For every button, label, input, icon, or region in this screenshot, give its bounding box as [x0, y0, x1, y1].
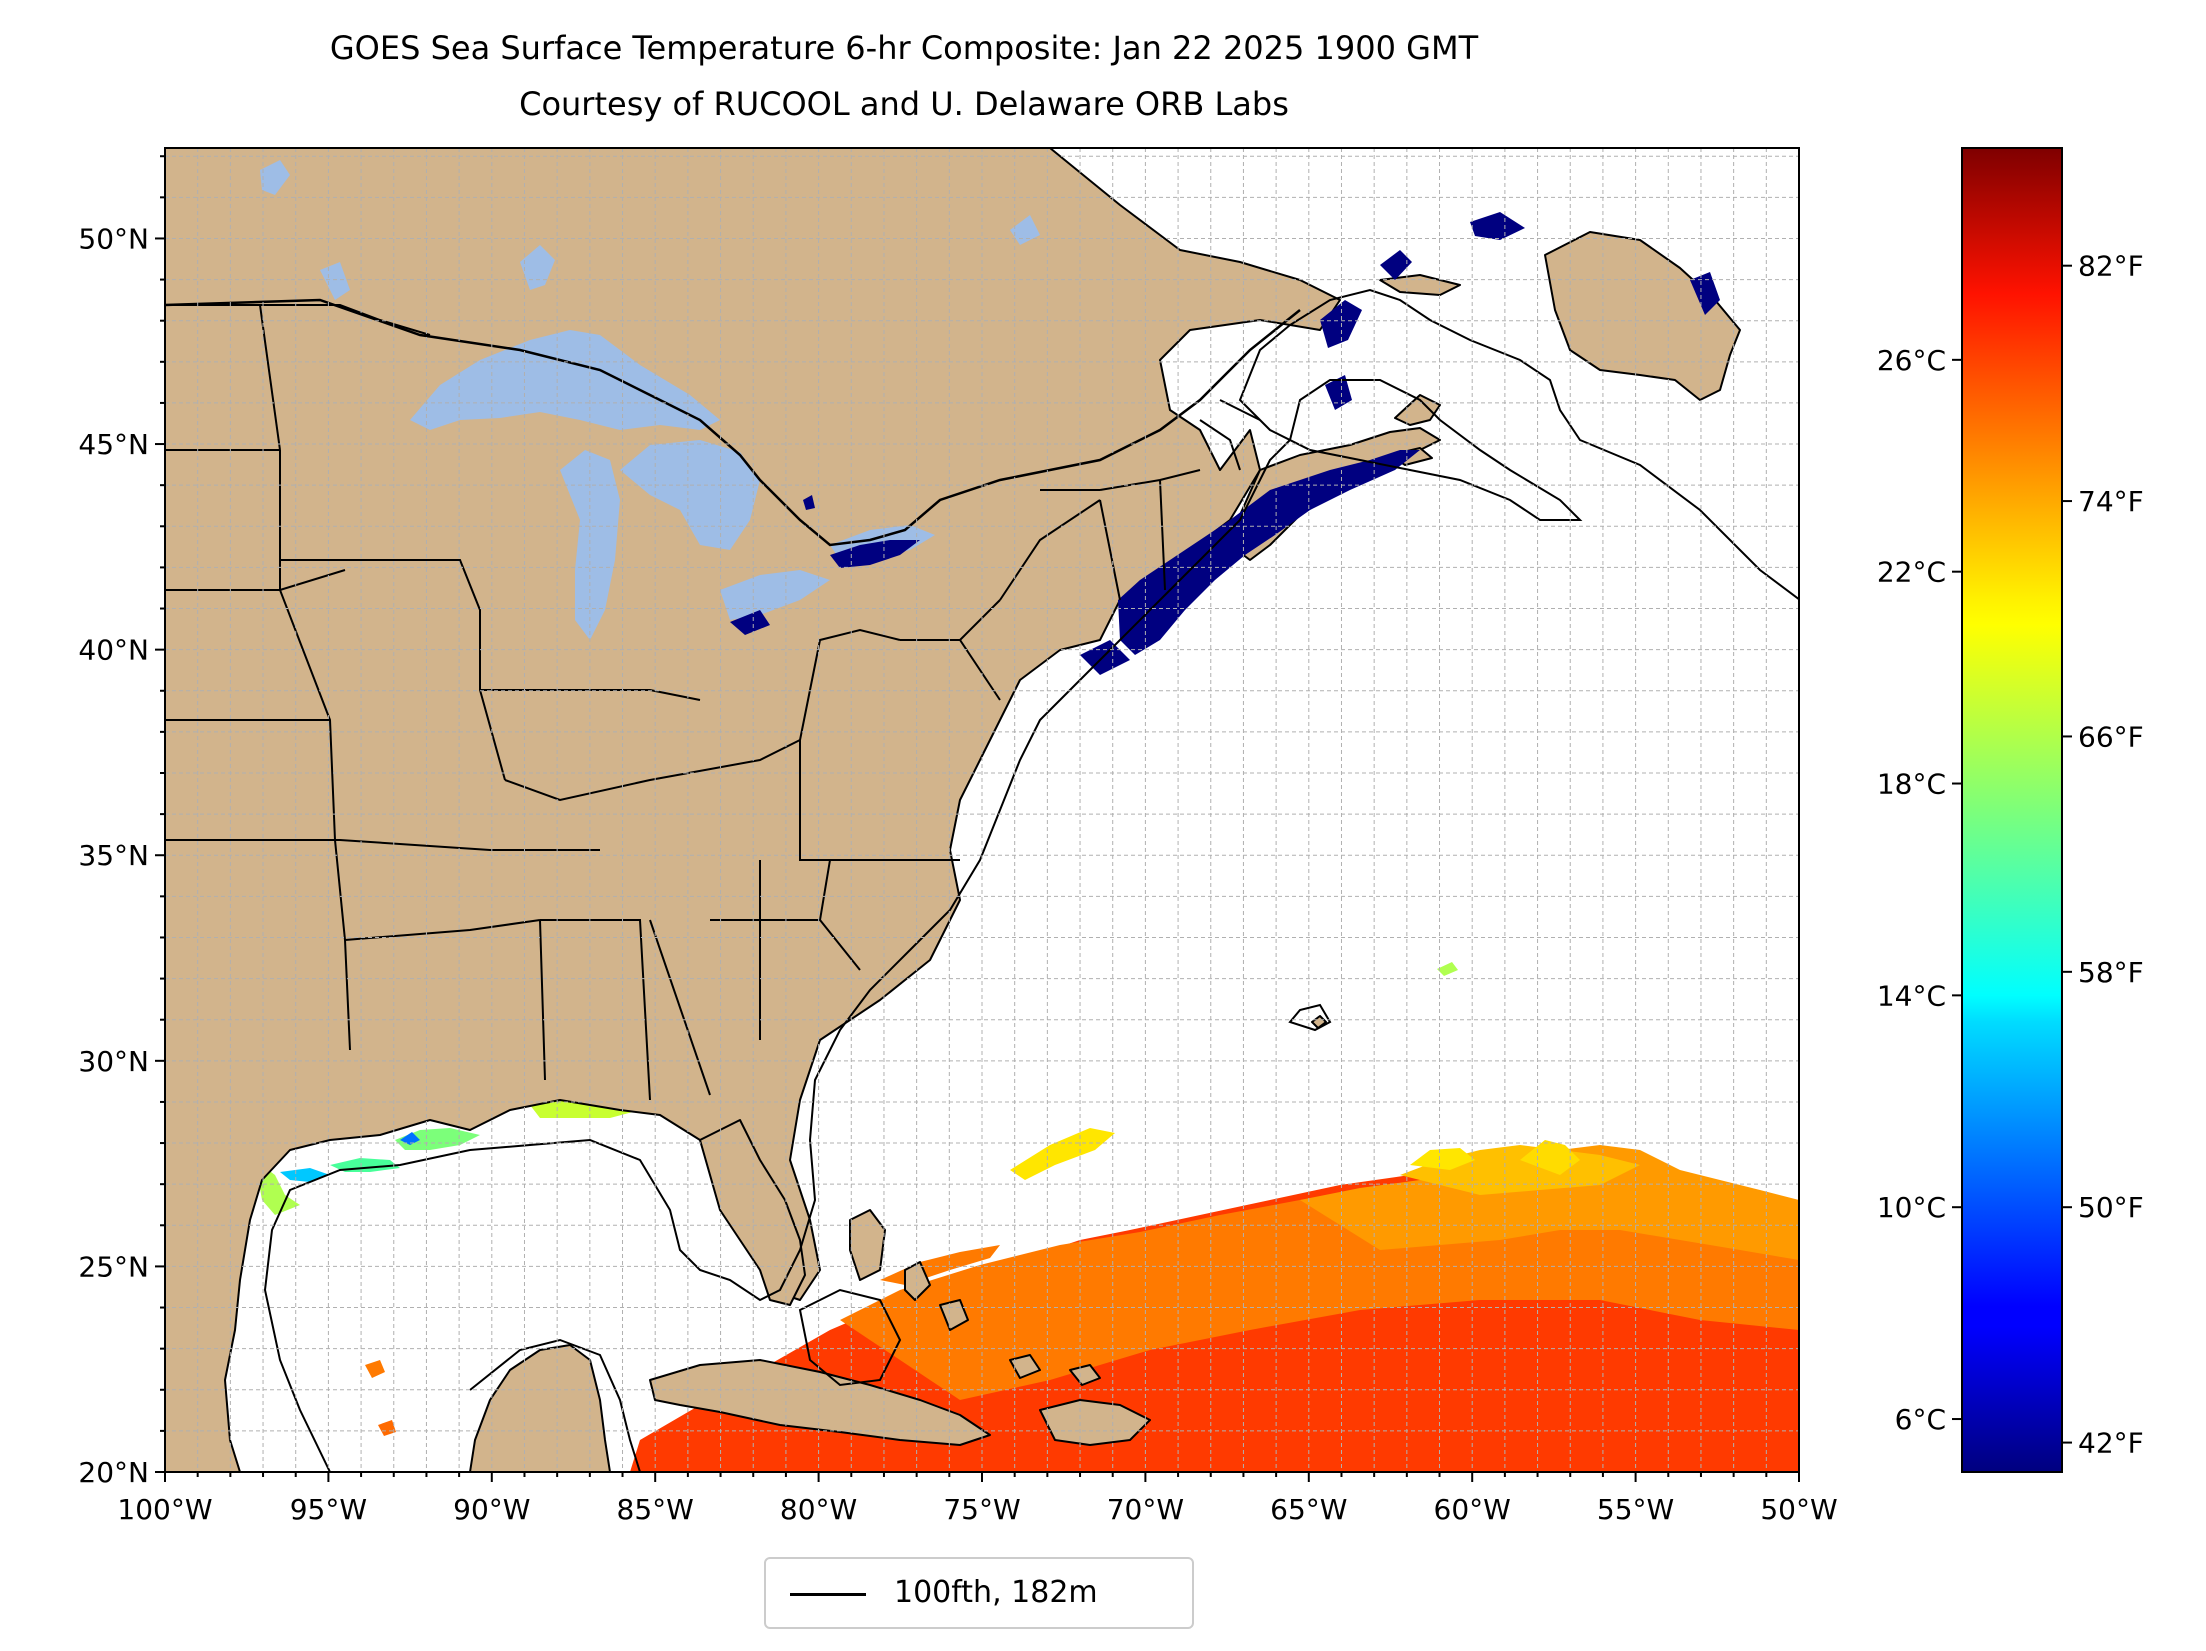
- celsius-tick-label: 18°C: [1877, 768, 1946, 801]
- latitude-axis: 20°N 25°N 30°N 35°N 40°N 45°N 50°N: [78, 155, 165, 1489]
- lon-tick-label: 85°W: [617, 1493, 694, 1526]
- celsius-tick-label: 6°C: [1895, 1403, 1946, 1436]
- colorbar-fahrenheit-axis: 42°F 50°F 58°F 66°F 74°F 82°F: [2062, 250, 2144, 1460]
- lon-tick-label: 65°W: [1270, 1493, 1347, 1526]
- legend: 100fth, 182m: [764, 1557, 1194, 1629]
- graticule-grid: [165, 148, 1799, 1472]
- fahrenheit-tick-label: 50°F: [2078, 1191, 2144, 1224]
- lon-tick-label: 70°W: [1107, 1493, 1184, 1526]
- lat-tick-label: 30°N: [78, 1045, 149, 1078]
- fahrenheit-tick-label: 66°F: [2078, 720, 2144, 753]
- lat-tick-label: 50°N: [78, 222, 149, 255]
- lon-tick-label: 80°W: [780, 1493, 857, 1526]
- isobath-100fth: [263, 288, 1799, 1472]
- us-canada-border: [165, 298, 1301, 547]
- lat-tick-label: 45°N: [78, 428, 149, 461]
- celsius-tick-label: 22°C: [1877, 556, 1946, 589]
- lon-tick-label: 90°W: [453, 1493, 530, 1526]
- map-title: GOES Sea Surface Temperature 6-hr Compos…: [329, 29, 1479, 67]
- fahrenheit-tick-label: 74°F: [2078, 485, 2144, 518]
- celsius-tick-label: 14°C: [1877, 979, 1946, 1012]
- colorbar: [1961, 147, 2063, 1473]
- state-borders: [165, 304, 1261, 1101]
- longitude-axis: 100°W 95°W 90°W 85°W 80°W 75°W 70°W 65°W 60°W 55°…: [117, 1472, 1838, 1526]
- fahrenheit-tick-label: 42°F: [2078, 1427, 2144, 1460]
- lat-tick-label: 35°N: [78, 839, 149, 872]
- fahrenheit-tick-label: 58°F: [2078, 956, 2144, 989]
- colorbar-celsius-axis: 6°C 10°C 14°C 18°C 22°C 26°C: [1877, 344, 1962, 1436]
- lat-tick-label: 20°N: [78, 1456, 149, 1489]
- great-lakes: [260, 160, 1040, 640]
- lat-tick-label: 40°N: [78, 634, 149, 667]
- lat-tick-label: 25°N: [78, 1250, 149, 1283]
- lon-tick-label: 50°W: [1760, 1493, 1837, 1526]
- legend-line-swatch: [790, 1593, 866, 1596]
- lon-tick-label: 100°W: [117, 1493, 212, 1526]
- celsius-tick-label: 26°C: [1877, 344, 1946, 377]
- fahrenheit-tick-label: 82°F: [2078, 250, 2144, 283]
- map-subtitle: Courtesy of RUCOOL and U. Delaware ORB L…: [519, 85, 1289, 123]
- legend-label: 100fth, 182m: [894, 1575, 1098, 1610]
- lon-tick-label: 95°W: [290, 1493, 367, 1526]
- lon-tick-label: 75°W: [943, 1493, 1020, 1526]
- celsius-tick-label: 10°C: [1877, 1191, 1946, 1224]
- lon-tick-label: 60°W: [1434, 1493, 1511, 1526]
- lon-tick-label: 55°W: [1597, 1493, 1674, 1526]
